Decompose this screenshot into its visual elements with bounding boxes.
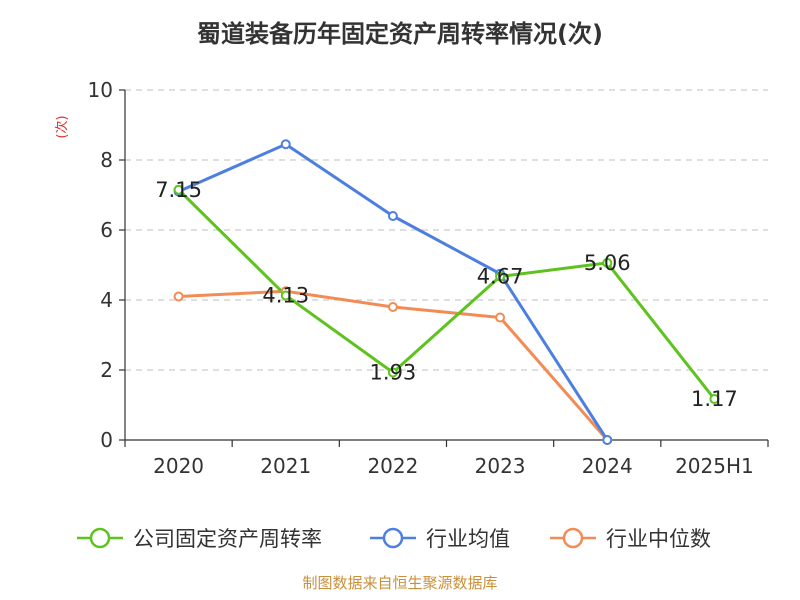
data-point — [173, 184, 184, 195]
series-points — [173, 139, 720, 445]
data-label: 7.15 — [155, 178, 202, 202]
data-point — [387, 302, 398, 312]
x-tick-label: 2021 — [260, 454, 311, 478]
legend-label: 行业均值 — [426, 527, 510, 551]
legend-item: 行业中位数 — [550, 527, 711, 551]
y-tick-label: 4 — [100, 288, 113, 312]
data-point — [173, 291, 184, 302]
x-tick-label: 2023 — [475, 454, 526, 478]
data-labels: 7.15 4.13 1.93 4.67 5.06 1.17 — [155, 178, 738, 411]
data-label: 5.06 — [584, 251, 631, 275]
grid-lines — [125, 89, 768, 371]
y-axis-unit: (次) — [54, 115, 70, 138]
data-point — [280, 139, 291, 150]
data-label: 1.17 — [691, 387, 738, 411]
data-point — [387, 211, 398, 221]
y-tick-label: 2 — [100, 358, 113, 382]
series-lines — [177, 142, 716, 441]
data-label: 1.93 — [370, 360, 417, 384]
data-point — [280, 290, 291, 301]
legend-marker — [382, 527, 404, 549]
x-tick-label: 2024 — [582, 454, 633, 478]
data-point — [602, 435, 613, 445]
x-tick-label: 2022 — [367, 454, 418, 478]
x-tick-label: 2025H1 — [675, 454, 754, 478]
series-line — [177, 188, 716, 400]
legend-label: 行业中位数 — [606, 527, 711, 551]
y-tick-label: 0 — [100, 428, 113, 452]
data-label: 4.13 — [262, 283, 309, 307]
legend-marker — [89, 527, 111, 549]
x-tick-label: 2020 — [153, 454, 204, 478]
data-point — [495, 312, 506, 323]
data-point — [387, 367, 398, 378]
legend-item: 行业均值 — [370, 527, 510, 551]
data-point — [495, 271, 506, 282]
chart-title: 蜀道装备历年固定资产周转率情况(次) — [197, 20, 603, 48]
y-tick-label: 6 — [100, 218, 113, 242]
legend-marker — [562, 527, 584, 549]
data-point — [709, 394, 720, 405]
source-note: 制图数据来自恒生聚源数据库 — [302, 574, 498, 592]
legend-item: 公司固定资产周转率 — [77, 527, 322, 551]
y-tick-label: 10 — [88, 78, 113, 102]
y-tick-label: 8 — [100, 148, 113, 172]
legend-label: 公司固定资产周转率 — [133, 527, 322, 551]
data-point — [602, 257, 613, 268]
axes: 0 2 4 6 8 10 2020 2021 2022 2023 2024 2025H1 — [88, 78, 769, 478]
data-label: 4.67 — [477, 265, 524, 289]
legend: 公司固定资产周转率 行业均值 行业中位数 — [77, 527, 711, 551]
